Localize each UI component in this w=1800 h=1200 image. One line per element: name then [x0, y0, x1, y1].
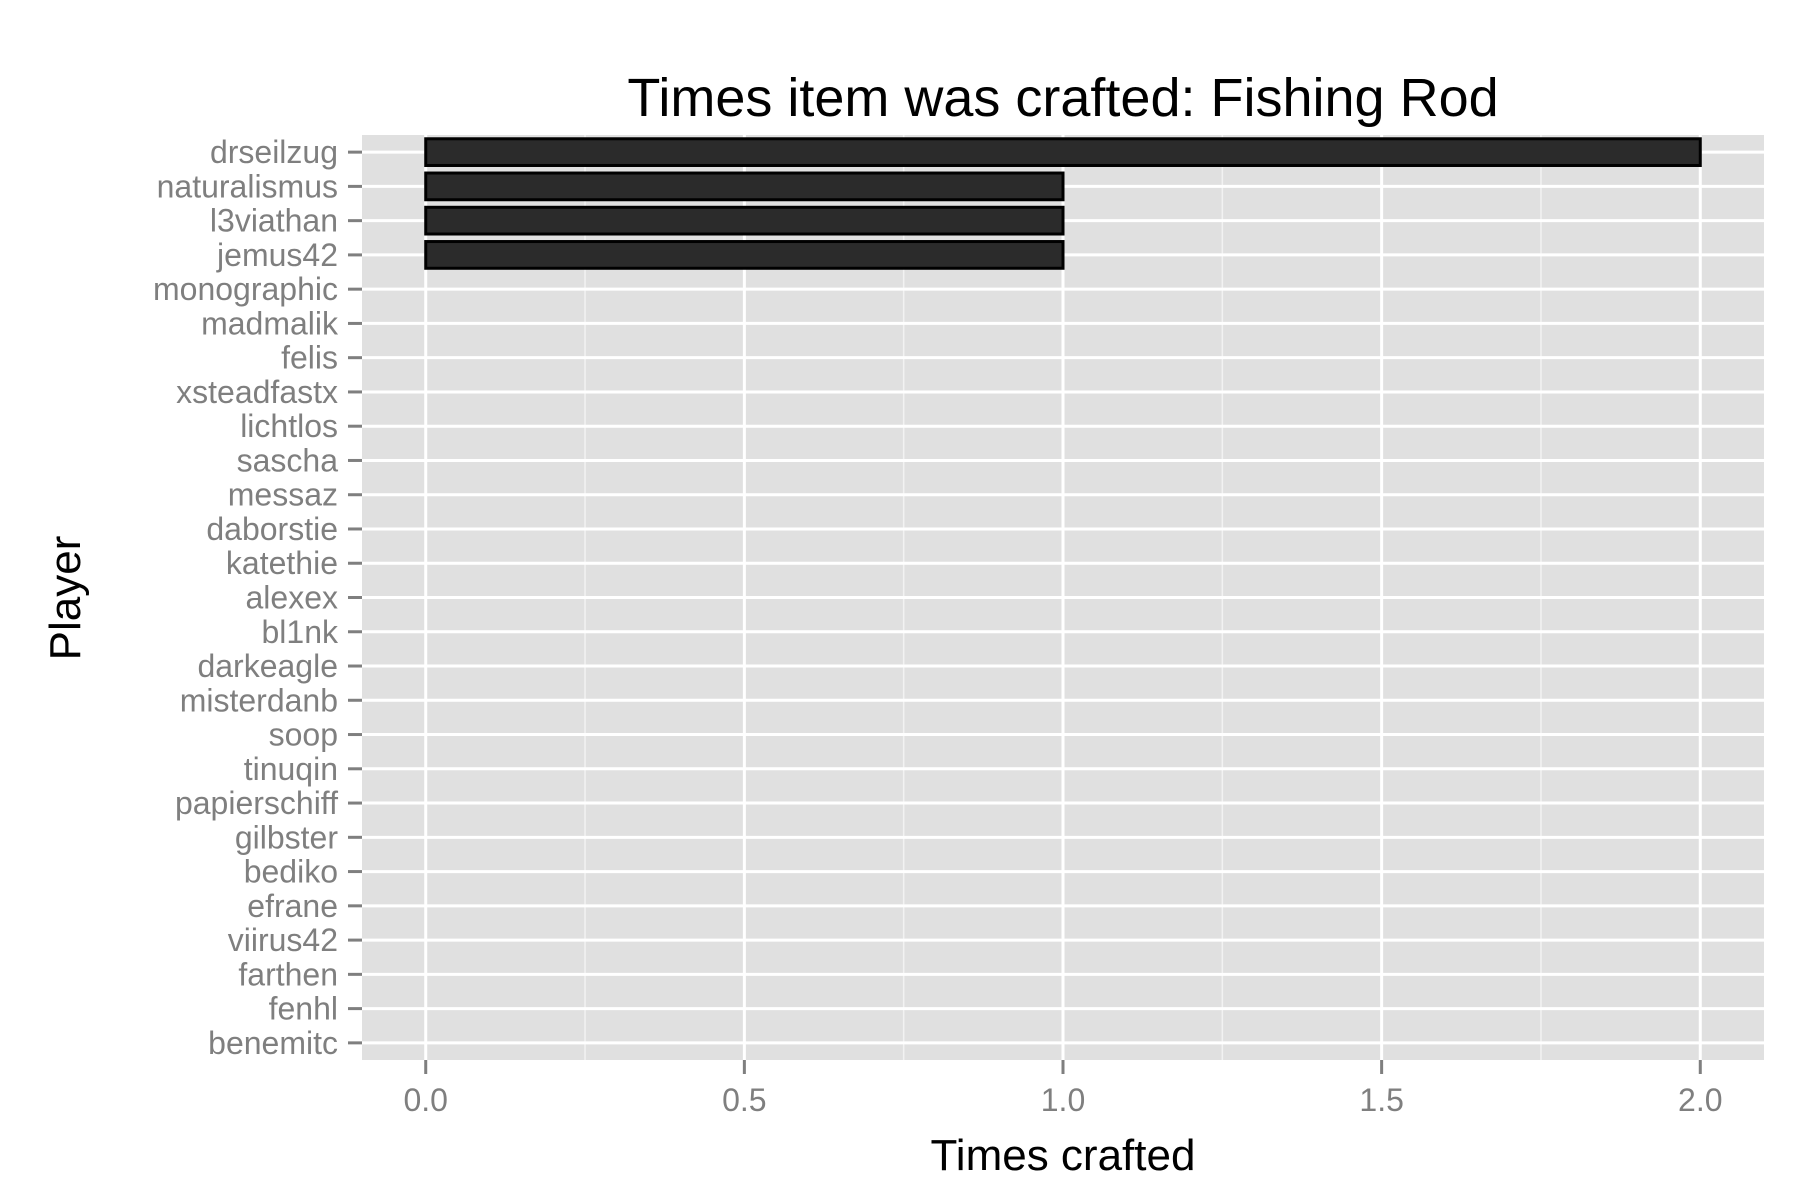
- y-tick-label: xsteadfastx: [176, 374, 338, 410]
- y-tick-label: katethie: [226, 545, 338, 581]
- y-axis-ticks: drseilzugnaturalismusl3viathanjemus42mon…: [153, 134, 362, 1061]
- y-tick-label: misterdanb: [180, 682, 338, 718]
- x-tick-label: 0.0: [403, 1082, 447, 1118]
- y-tick-label: lichtlos: [240, 408, 338, 444]
- y-tick-label: drseilzug: [210, 134, 338, 170]
- y-tick-label: viirus42: [228, 922, 338, 958]
- y-tick-label: efrane: [247, 888, 338, 924]
- y-axis-title: Player: [41, 536, 90, 661]
- bar-l3viathan: [424, 205, 1065, 236]
- y-tick-label: sascha: [237, 442, 339, 478]
- x-tick-label: 1.0: [1041, 1082, 1085, 1118]
- bars: [424, 137, 1702, 270]
- x-axis-title: Times crafted: [931, 1131, 1196, 1180]
- bar-drseilzug: [424, 137, 1702, 167]
- y-tick-label: naturalismus: [157, 168, 338, 204]
- y-tick-label: madmalik: [201, 305, 339, 341]
- y-tick-label: fenhl: [269, 991, 338, 1027]
- y-tick-label: darkeagle: [197, 648, 338, 684]
- y-tick-label: daborstie: [206, 511, 338, 547]
- y-tick-label: tinuqin: [244, 751, 338, 787]
- y-tick-label: gilbster: [235, 819, 339, 855]
- x-tick-label: 2.0: [1678, 1082, 1722, 1118]
- y-tick-label: papierschiff: [175, 785, 338, 821]
- x-tick-label: 0.5: [722, 1082, 766, 1118]
- bar-jemus42: [424, 240, 1065, 270]
- chart-title: Times item was crafted: Fishing Rod: [627, 68, 1498, 128]
- y-tick-label: messaz: [228, 477, 338, 513]
- y-tick-label: farthen: [238, 956, 338, 992]
- x-axis-ticks: 0.0 0.5 1.0 1.5 2.0: [403, 1060, 1723, 1118]
- y-tick-label: felis: [281, 340, 338, 376]
- y-tick-label: benemitc: [208, 1025, 338, 1061]
- y-tick-label: soop: [269, 717, 338, 753]
- y-tick-label: bediko: [244, 854, 338, 890]
- x-tick-label: 1.5: [1359, 1082, 1403, 1118]
- y-tick-label: bl1nk: [262, 614, 340, 650]
- y-tick-label: alexex: [246, 580, 339, 616]
- y-tick-label: jemus42: [216, 237, 338, 273]
- y-tick-label: l3viathan: [210, 203, 338, 239]
- y-tick-label: monographic: [153, 271, 338, 307]
- bar-naturalismus: [424, 171, 1065, 202]
